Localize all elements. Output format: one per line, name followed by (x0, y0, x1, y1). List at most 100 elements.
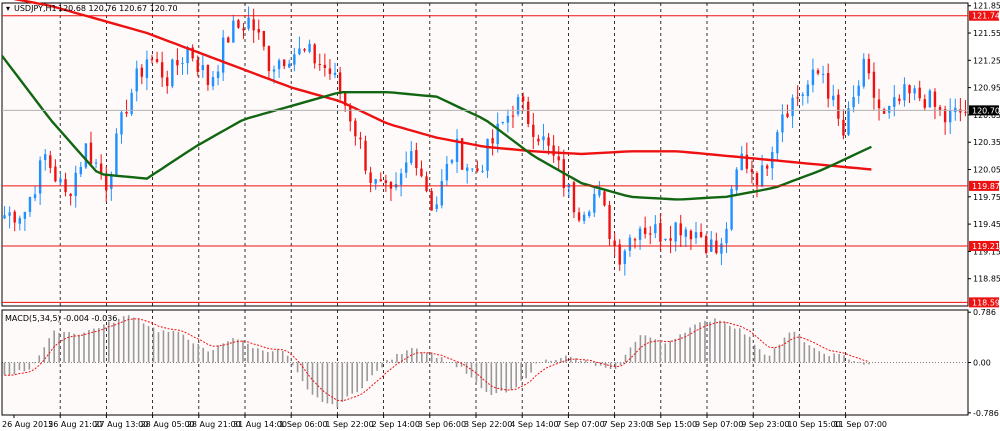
candle-body (221, 37, 225, 73)
candle-body (186, 46, 189, 64)
candle-body (603, 191, 606, 206)
candle-body (506, 115, 510, 123)
candle-body (598, 189, 601, 196)
candle-body (201, 65, 205, 71)
candle-body (964, 111, 967, 113)
candle-body (760, 165, 764, 187)
candle-body (928, 90, 932, 108)
candle-body (125, 111, 128, 114)
candle-body (501, 121, 504, 124)
candle-body (476, 168, 479, 171)
candle-body (272, 69, 276, 72)
candle-body (765, 165, 769, 169)
candle-body (593, 194, 596, 213)
candle-body (699, 232, 703, 237)
candle-body (145, 59, 149, 79)
candle-body (404, 162, 408, 173)
candle-body (893, 97, 896, 107)
y-tick-label: 121.55 (973, 29, 1000, 38)
moving-average-line-2 (1, 55, 872, 201)
candle-body (882, 109, 886, 114)
x-tick-label: 26 Aug 21:00 (48, 420, 102, 429)
candle-body (293, 54, 296, 65)
candle-body (374, 179, 377, 184)
candle-body (613, 240, 616, 246)
candle-body (481, 170, 484, 172)
candle-body (450, 160, 454, 163)
main-panel (1, 2, 969, 307)
candle-body (898, 98, 901, 101)
candle-body (496, 123, 499, 145)
x-tick-label: 7 Sep 07:00 (556, 420, 604, 429)
chart-symbol-label: USDJPY,H1 (14, 4, 57, 13)
candle-body (338, 72, 342, 95)
candle-body (303, 49, 306, 51)
candle-body (654, 224, 657, 234)
candle-body (618, 244, 621, 265)
candle-body (389, 182, 393, 189)
candle-body (135, 68, 138, 92)
candle-body (633, 239, 637, 241)
candle-body (694, 232, 698, 239)
candle-body (18, 218, 21, 224)
candles (3, 6, 967, 276)
candle-body (638, 228, 642, 240)
candle-body (155, 59, 159, 62)
candle-body (262, 31, 266, 47)
candle-body (811, 69, 815, 86)
candle-body (13, 211, 16, 223)
x-tick-label: 1 Sep 22:00 (325, 420, 373, 429)
y-tick-label: 121.25 (973, 56, 1000, 65)
x-tick-label: 9 Sep 23:00 (741, 420, 789, 429)
candle-body (755, 173, 759, 185)
candle-body (867, 58, 871, 74)
x-tick-label: 3 Sep 06:00 (418, 420, 466, 429)
candle-body (211, 77, 215, 87)
candle-body (542, 136, 545, 141)
x-tick-label: 1 Sep 06:00 (279, 420, 327, 429)
candle-body (150, 59, 154, 61)
macd-y-tick-label: -0.786 (973, 409, 999, 418)
candle-body (237, 20, 240, 28)
candle-body (572, 182, 576, 213)
candle-body (582, 214, 586, 221)
candle-body (877, 99, 881, 109)
macd-y-tick-label: 0.00 (973, 359, 991, 368)
candle-body (430, 191, 433, 211)
candle-body (23, 211, 27, 219)
candle-body (445, 163, 449, 181)
candle-body (420, 168, 423, 177)
candle-body (242, 28, 245, 31)
candle-body (384, 180, 388, 184)
candle-body (903, 84, 906, 101)
candle-body (943, 109, 947, 123)
x-tick-label: 10 Sep 15:00 (787, 420, 840, 429)
candle-body (379, 179, 382, 182)
x-tick-label: 7 Sep 23:00 (603, 420, 651, 429)
macd-y-tick-label: 0.786 (973, 308, 996, 317)
x-tick-label: 31 Aug 14:00 (233, 420, 287, 429)
candle-body (847, 108, 850, 135)
candle-body (821, 73, 825, 75)
candle-body (852, 97, 855, 108)
price-level-label: 119.87 (972, 182, 1000, 191)
candle-body (735, 169, 738, 191)
candle-body (776, 132, 779, 154)
candle-body (725, 228, 728, 244)
candle-body (105, 174, 108, 191)
candle-body (786, 113, 789, 117)
candle-body (740, 153, 743, 171)
candle-body (333, 72, 337, 75)
candle-body (216, 71, 220, 79)
x-tick-label: 27 Aug 13:00 (94, 420, 148, 429)
candle-body (69, 193, 72, 196)
candle-body (59, 178, 62, 183)
candle-body (191, 47, 194, 59)
candle-body (832, 95, 835, 100)
candle-body (577, 212, 581, 221)
candle-body (8, 212, 11, 216)
candle-body (918, 87, 921, 99)
candle-body (166, 77, 169, 86)
chart-ohlc-readout: 120.68 120.76 120.67 120.70 (58, 4, 178, 13)
